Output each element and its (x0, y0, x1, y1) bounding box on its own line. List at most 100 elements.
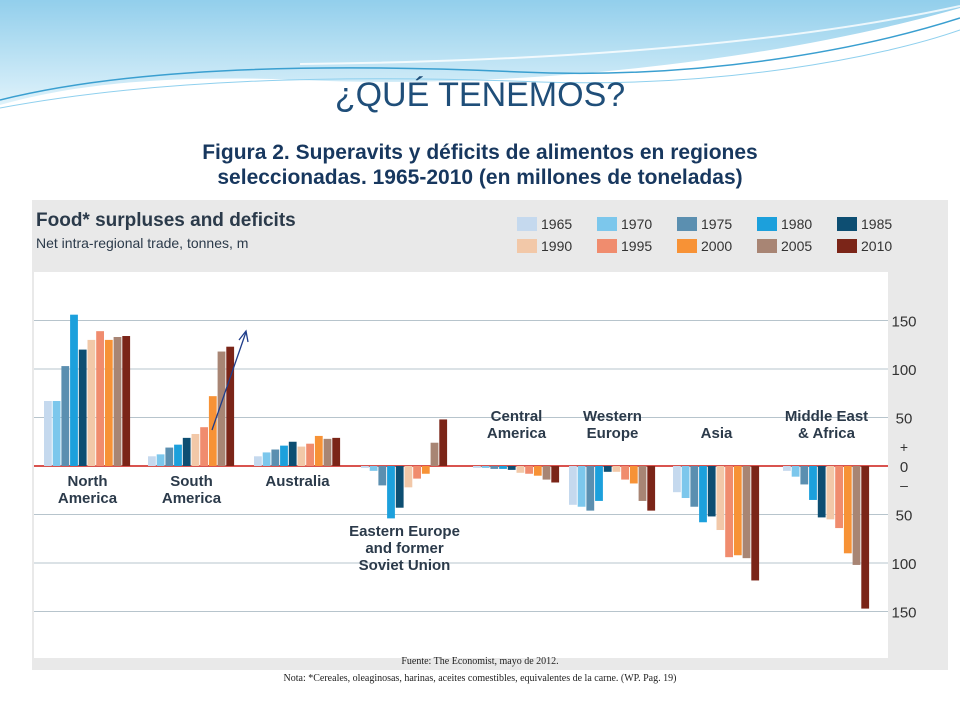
bar-7-1970 (791, 466, 800, 477)
bar-1-1970 (156, 454, 165, 466)
bar-0-1965 (44, 401, 52, 466)
category-label-line: Middle East (785, 408, 868, 425)
bar-2-2005 (323, 438, 332, 466)
y-tick-label: 0 (900, 459, 908, 476)
legend-swatch-1975 (677, 217, 697, 231)
category-label-line: America (487, 425, 547, 442)
bar-2-1990 (297, 446, 306, 466)
bar-7-1985 (817, 466, 826, 518)
y-tick-label: 150 (891, 605, 916, 622)
y-tick-label: 50 (896, 411, 913, 428)
bar-4-2005 (542, 466, 551, 480)
bar-1-1985 (182, 437, 191, 466)
bar-0-1985 (78, 349, 87, 466)
bar-7-2010 (861, 466, 870, 609)
bar-3-1985 (395, 466, 404, 508)
bar-3-1980 (387, 466, 395, 519)
y-tick-label: 50 (896, 508, 913, 525)
y-tick-label: 100 (891, 556, 916, 573)
bar-5-2010 (647, 466, 656, 511)
bar-5-1965 (569, 466, 577, 505)
bar-6-2010 (751, 466, 760, 581)
bar-4-1970 (481, 466, 490, 468)
bar-7-1980 (809, 466, 817, 500)
bar-2-1975 (271, 449, 280, 466)
bar-5-2005 (638, 466, 647, 501)
bar-7-1975 (800, 466, 809, 485)
legend-label-2010: 2010 (861, 238, 892, 254)
bar-4-1995 (525, 466, 533, 474)
bar-6-1965 (673, 466, 681, 493)
legend-label-2005: 2005 (781, 238, 812, 254)
bar-6-1985 (707, 466, 716, 517)
category-label-line: North (68, 473, 108, 490)
legend-swatch-2005 (757, 239, 777, 253)
note-line: Nota: *Cereales, oleaginosas, harinas, a… (283, 673, 677, 684)
bar-1-2000 (208, 396, 217, 466)
bar-5-1995 (621, 466, 629, 480)
bar-1-1975 (165, 447, 174, 466)
bar-5-1970 (577, 466, 586, 507)
bar-1-1990 (191, 433, 200, 466)
bar-6-2005 (742, 466, 751, 559)
bar-0-2010 (122, 336, 131, 466)
trend-arrow-head (238, 329, 249, 343)
bar-3-1965 (361, 466, 369, 468)
legend-label-1980: 1980 (781, 216, 812, 232)
bar-0-1970 (52, 401, 61, 466)
bar-3-2000 (421, 466, 430, 474)
bar-4-1975 (490, 466, 499, 469)
category-label-line: Australia (265, 473, 330, 490)
bar-7-2005 (852, 466, 861, 565)
source-line: Fuente: The Economist, mayo de 2012. (401, 656, 559, 667)
bar-0-2000 (104, 339, 113, 466)
bar-3-1975 (378, 466, 387, 486)
y-tick-label: 150 (891, 314, 916, 331)
bar-4-2000 (533, 466, 542, 476)
bar-2-1985 (288, 441, 297, 466)
bar-1-2005 (217, 351, 226, 466)
y-tick-label: 100 (891, 362, 916, 379)
figure-caption-line-1: Figura 2. Superavits y déficits de alime… (202, 141, 758, 164)
bar-2-1970 (262, 452, 271, 466)
bar-4-2010 (551, 466, 560, 483)
bar-5-1975 (586, 466, 595, 511)
bar-6-1995 (725, 466, 733, 558)
legend-swatch-2000 (677, 239, 697, 253)
category-label-line: America (58, 490, 118, 507)
bar-2-1995 (306, 443, 314, 466)
bar-4-1965 (473, 466, 481, 468)
bar-7-1995 (835, 466, 843, 529)
category-label-line: Central (491, 408, 543, 425)
legend-swatch-1995 (597, 239, 617, 253)
category-label-line: Eastern Europe (349, 523, 460, 540)
category-label-line: Europe (587, 425, 639, 442)
bar-4-1985 (507, 466, 516, 470)
food-surplus-deficit-chart: Food* surpluses and deficits Net intra-re… (34, 210, 917, 658)
legend-swatch-2010 (837, 239, 857, 253)
legend-label-1985: 1985 (861, 216, 892, 232)
bar-1-1965 (148, 456, 156, 466)
bar-3-2010 (439, 419, 448, 466)
legend-label-2000: 2000 (701, 238, 732, 254)
legend-label-1995: 1995 (621, 238, 652, 254)
bar-0-1995 (96, 331, 104, 466)
bar-2-1965 (254, 456, 262, 466)
bar-6-1970 (681, 466, 690, 499)
bar-7-2000 (843, 466, 852, 554)
bar-1-1980 (174, 444, 182, 466)
bar-4-1980 (499, 466, 507, 469)
category-label-line: South (170, 473, 213, 490)
bar-1-2010 (226, 346, 235, 466)
figure-caption: Figura 2. Superavits y déficits de alime… (90, 140, 870, 190)
bar-0-1975 (61, 366, 70, 466)
category-label-line: Western (583, 408, 642, 425)
category-label-line: Soviet Union (359, 557, 451, 574)
y-sign-plus: + (900, 439, 908, 455)
bar-3-1995 (413, 466, 421, 479)
legend-swatch-1985 (837, 217, 857, 231)
figure-caption-line-2: seleccionadas. 1965-2010 (en millones de… (217, 166, 743, 189)
bar-1-1995 (200, 427, 208, 466)
category-label-line: & Africa (798, 425, 856, 442)
bar-5-1985 (603, 466, 612, 472)
